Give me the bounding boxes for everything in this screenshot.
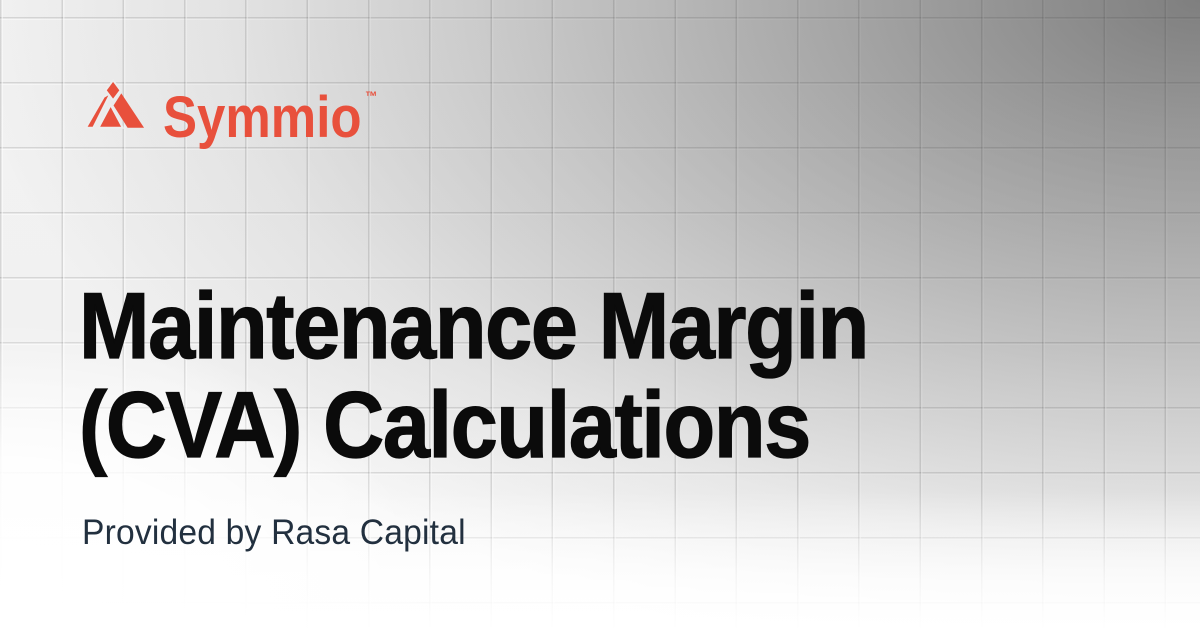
brand-wordmark: Symmio ™ (163, 89, 377, 147)
page-title: Maintenance Margin (CVA) Calculations (78, 273, 869, 477)
trademark-symbol: ™ (365, 88, 378, 104)
subtitle: Provided by Rasa Capital (82, 513, 466, 552)
title-line-1: Maintenance Margin (78, 273, 869, 378)
title-line-2: (CVA) Calculations (78, 372, 811, 477)
symmio-logo-icon (84, 79, 145, 129)
brand-name: Symmio (163, 85, 362, 150)
